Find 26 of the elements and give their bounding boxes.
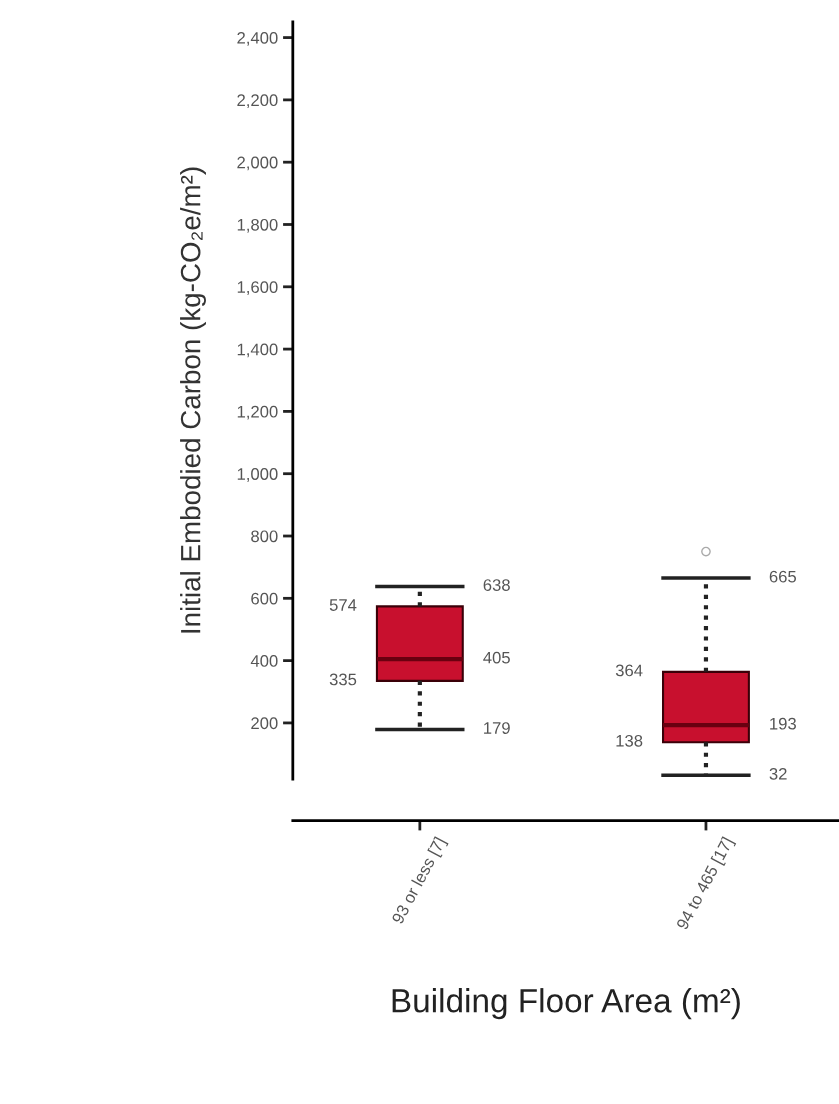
annotation: 138: [616, 734, 643, 747]
y-tick-label: 2,000: [237, 156, 278, 171]
annotation: 405: [483, 651, 510, 664]
y-tick-label: 2,400: [237, 31, 278, 46]
y-tick-label: 1,200: [237, 405, 278, 420]
annotation: 364: [615, 664, 643, 677]
y-tick-label: 1,400: [237, 343, 278, 358]
x-tick-label: 94 to 465 [17]: [675, 836, 737, 932]
annotation: 179: [484, 722, 510, 734]
annotation: 32: [769, 767, 787, 780]
annotation: 574: [329, 599, 357, 611]
y-tick-label: 200: [251, 717, 278, 730]
x-axis-title: Building Floor Area (m²): [392, 988, 740, 1020]
y-tick-label: 1,800: [237, 218, 278, 233]
y-tick-label: 2,200: [237, 94, 278, 109]
y-tick-label: 800: [251, 530, 278, 543]
y-tick-label: 1,600: [237, 281, 278, 295]
y-axis-title: Initial Embodied Carbon (kg-CO₂e/m²): [180, 167, 206, 633]
y-tick-label: 400: [250, 655, 278, 667]
annotation: 193: [770, 717, 796, 730]
annotation: 665: [769, 570, 797, 583]
annotation: 638: [483, 579, 510, 591]
y-tick-label: 1,000: [237, 468, 278, 482]
x-tick-label: 93 or less [7]: [390, 836, 449, 927]
y-tick-label: 600: [251, 592, 278, 605]
annotation: 335: [329, 673, 357, 686]
